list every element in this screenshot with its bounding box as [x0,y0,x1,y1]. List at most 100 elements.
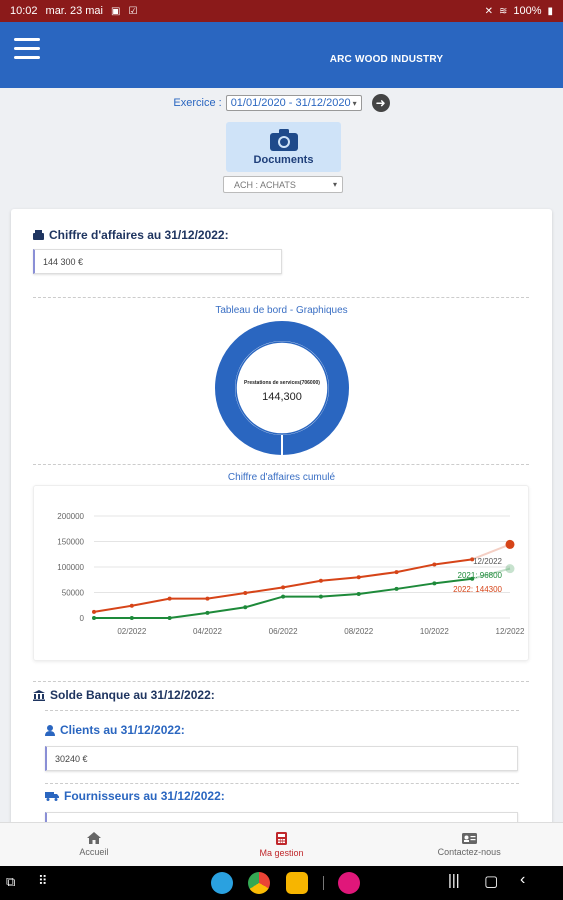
nav-home-label: Accueil [79,847,109,857]
go-arrow-button[interactable]: ➜ [371,94,390,112]
data-point-2021 [505,564,515,574]
exercice-select[interactable]: 01/01/2020 - 31/12/2020 ▾ [225,95,362,111]
clients-title: Clients au 31/12/2022: [45,723,185,737]
chevron-down-icon: ▾ [332,180,337,189]
menu-icon[interactable] [14,38,40,60]
fournisseurs-title-text: Fournisseurs au 31/12/2022: [64,789,225,803]
y-tick-label: 50000 [62,589,85,598]
data-point-2022 [243,591,248,596]
chart-container: 200000 150000 100000 50000 0 02/2022 04/2022 06… [33,485,529,661]
journal-select[interactable]: ACH : ACHATS ▾ [223,176,343,193]
donut-label: Prestations de services(706000) [244,380,320,386]
camera-icon [269,129,298,151]
home-icon [86,832,101,844]
status-bar: 10:02 mar. 23 mai ▣ ☑ ✕ ≋ 100% ▮ [0,0,563,22]
divider [33,297,529,298]
data-point-2022 [356,575,361,580]
bottom-nav: Accueil Ma gestion Contactez-nous [0,822,563,866]
y-tick-label: 0 [80,614,85,623]
status-time: 10:02 [10,5,38,17]
exercice-label: Exercice : [173,97,222,109]
data-point-2022 [205,596,210,601]
system-nav-bar: ⧉ ⠿ ||| ▢ ‹ [0,866,563,900]
chrome-app-icon[interactable] [248,872,270,894]
data-point-2022 [394,570,399,575]
data-point-2022 [470,557,475,562]
data-point-2022 [432,562,437,567]
app-bar: ARC WOOD INDUSTRY [0,22,563,88]
contact-card-icon [461,832,477,844]
tooltip-title: 12/2022 [473,557,502,566]
calculator-icon [276,831,287,845]
skype-app-icon[interactable] [211,872,233,894]
x-tick-label: 06/2022 [269,627,298,636]
data-point-2021 [92,616,96,620]
documents-button[interactable]: Documents [226,122,341,172]
x-tick-label: 10/2022 [420,627,449,636]
series-line-tail-2022 [471,543,511,561]
user-icon [45,724,55,736]
cumul-subtitle: Chiffre d'affaires cumulé [227,472,336,483]
ca-title-text: Chiffre d'affaires au 31/12/2022: [49,228,229,242]
divider [45,783,519,784]
nav-contact[interactable]: Contactez-nous [375,823,563,866]
data-point-2021 [243,605,248,610]
mute-icon: ✕ [484,5,493,17]
chevron-down-icon: ▾ [352,98,357,108]
app-title: ARC WOOD INDUSTRY [329,54,444,65]
data-point-2021 [356,592,361,597]
dashboard-card: Chiffre d'affaires au 31/12/2022: 144 30… [11,209,552,849]
divider [33,681,529,682]
data-point-2021 [129,616,134,620]
clients-title-text: Clients au 31/12/2022: [60,723,185,737]
home-nav-icon[interactable]: ▢ [484,873,499,890]
data-point-2021 [281,594,286,599]
donut-center [235,341,329,435]
line-chart: 200000 150000 100000 50000 0 02/2022 04/2022 06… [57,512,525,636]
data-point-2021 [205,610,210,615]
cash-register-icon [33,230,44,240]
documents-label: Documents [253,154,314,166]
data-point-2021 [394,586,399,591]
recents-icon[interactable]: ||| [448,872,460,889]
files-app-icon[interactable] [286,872,308,894]
nav-gestion-label: Ma gestion [259,847,304,858]
data-point-2021 [432,581,437,586]
y-tick-label: 100000 [57,563,84,572]
apps-grid-icon[interactable]: ⠿ [38,873,48,888]
data-point-2022 [167,596,172,601]
tooltip-value-2021: 2021: 96800 [458,571,503,580]
data-point-2021 [470,576,475,581]
y-tick-label: 200000 [57,512,84,521]
battery-level: 100% [513,5,542,17]
truck-icon [45,792,59,801]
data-point-2022 [92,609,96,614]
ca-value: 144 300 € [33,249,282,274]
nav-contact-label: Contactez-nous [437,846,501,857]
x-tick-label: 12/2022 [496,627,525,636]
x-tick-label: 04/2022 [193,627,222,636]
exercice-row: Exercice : 01/01/2020 - 31/12/2020 ▾ ➜ [0,94,563,112]
back-icon[interactable]: ‹ [520,871,526,888]
status-date: mar. 23 mai [45,5,103,17]
divider [45,710,519,711]
nav-home[interactable]: Accueil [0,823,188,866]
screenshot-icon[interactable]: ⧉ [6,874,16,889]
nav-gestion[interactable]: Ma gestion [188,823,376,866]
x-tick-label: 08/2022 [344,627,373,636]
flower-app-icon[interactable] [338,872,360,894]
fournisseurs-title: Fournisseurs au 31/12/2022: [45,789,225,803]
bank-icon [33,689,45,701]
donut-value: 144,300 [262,391,302,403]
ca-title: Chiffre d'affaires au 31/12/2022: [33,228,229,242]
donut-chart: Prestations de services(706000) 144,300 [215,321,349,455]
battery-icon: ▮ [547,5,553,17]
exercice-value: 01/01/2020 - 31/12/2020 [230,97,351,109]
wifi-icon: ≋ [498,5,508,17]
journal-value: ACH : ACHATS [234,179,296,190]
data-point-2022 [318,578,323,583]
series-line-tail-2021 [471,567,511,580]
dashboard-subtitle: Tableau de bord - Graphiques [215,305,348,316]
y-tick-label: 150000 [57,538,84,547]
tooltip-value-2022: 2022: 144300 [453,585,502,594]
